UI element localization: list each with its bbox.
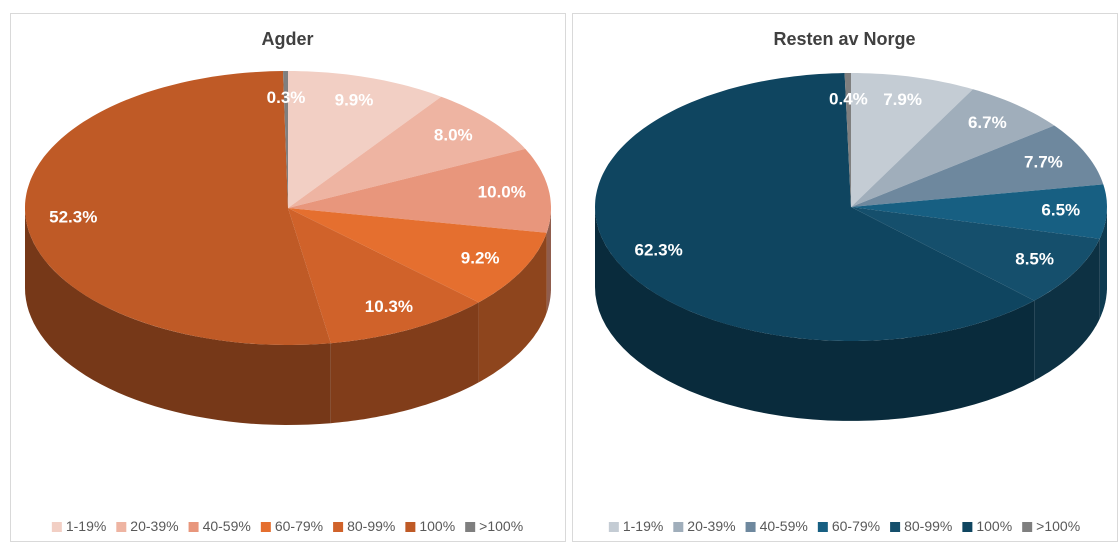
legend-label: >100%	[479, 518, 523, 534]
legend-swatch	[745, 522, 756, 532]
data-label: 8.5%	[1015, 250, 1054, 269]
legend-swatch	[608, 522, 619, 532]
data-label: 9.2%	[461, 248, 500, 267]
data-label: 7.7%	[1024, 153, 1063, 172]
legend-label: 60-79%	[275, 518, 323, 534]
slice-side	[330, 302, 479, 424]
legend-label: 80-99%	[347, 518, 395, 534]
slice	[288, 71, 442, 208]
data-label: 8.0%	[434, 125, 473, 144]
legend-swatch	[673, 522, 684, 532]
slice-side	[595, 207, 1035, 421]
legend-swatch	[890, 522, 901, 532]
legend-label: 60-79%	[832, 518, 880, 534]
data-label: 10.0%	[478, 183, 526, 202]
data-label: 62.3%	[635, 240, 683, 259]
legend-label: 1-19%	[66, 518, 106, 534]
data-label: 9.9%	[335, 91, 374, 110]
chart-title: Resten av Norge	[773, 29, 915, 49]
data-label: 7.9%	[883, 90, 922, 109]
legend-swatch	[333, 522, 344, 532]
legend-swatch	[1022, 522, 1033, 532]
legend-swatch	[51, 522, 62, 532]
slice	[851, 89, 1055, 207]
data-label: 52.3%	[49, 208, 97, 227]
slice	[288, 208, 547, 303]
slice	[288, 148, 551, 233]
slice-side	[478, 232, 547, 383]
legend-label: 20-39%	[687, 518, 735, 534]
slice	[851, 207, 1100, 301]
data-label: 6.5%	[1041, 200, 1080, 219]
legend-label: 100%	[419, 518, 455, 534]
slice	[851, 125, 1104, 207]
legend-swatch	[817, 522, 828, 532]
slice-side	[546, 208, 551, 313]
legend-swatch	[188, 522, 199, 532]
legend-label: 40-59%	[203, 518, 251, 534]
slice	[851, 184, 1107, 239]
data-label: 0.3%	[267, 88, 306, 107]
legend-swatch	[465, 522, 476, 532]
legend-label: 40-59%	[760, 518, 808, 534]
slice	[851, 73, 973, 207]
slice	[25, 71, 331, 345]
slice	[844, 73, 851, 207]
legend-swatch	[962, 522, 973, 532]
data-label: 10.3%	[365, 297, 413, 316]
slice	[595, 73, 1035, 341]
legend-label: 20-39%	[130, 518, 178, 534]
slice	[288, 208, 479, 344]
legend-label: 1-19%	[623, 518, 663, 534]
legend-swatch	[405, 522, 416, 532]
slice-side	[1034, 238, 1100, 381]
slice-side	[25, 208, 331, 425]
slice-side	[1099, 207, 1107, 319]
slice	[288, 96, 526, 208]
chart-title: Agder	[261, 29, 313, 49]
legend-swatch	[260, 522, 271, 532]
legend-label: >100%	[1036, 518, 1080, 534]
slice	[283, 71, 288, 208]
legend-label: 80-99%	[904, 518, 952, 534]
legend-label: 100%	[976, 518, 1012, 534]
data-label: 6.7%	[968, 113, 1007, 132]
legend-swatch	[116, 522, 127, 532]
data-label: 0.4%	[829, 89, 868, 108]
